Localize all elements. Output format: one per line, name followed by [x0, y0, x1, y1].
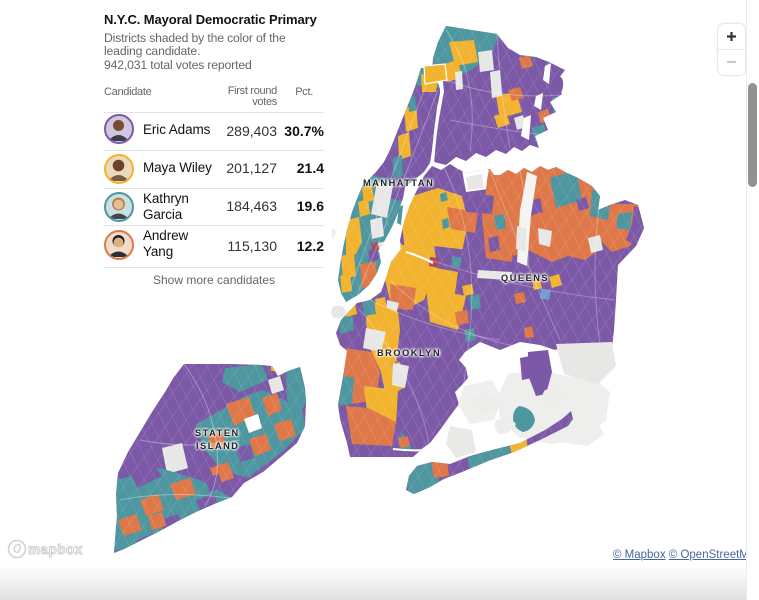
svg-text:mapbox: mapbox — [28, 542, 83, 557]
